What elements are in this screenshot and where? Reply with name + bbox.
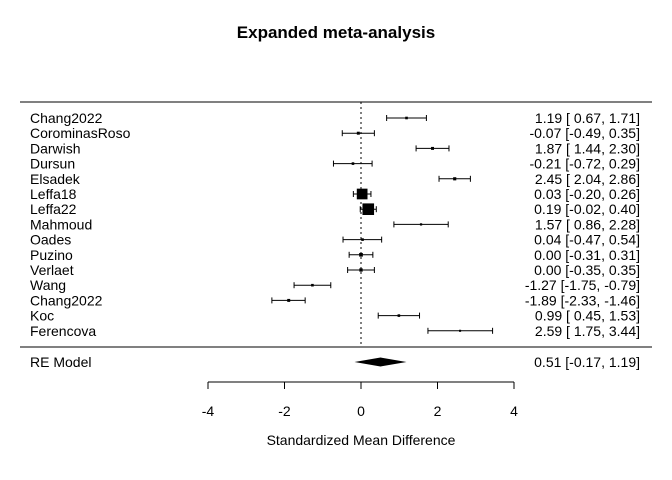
study-label: CorominasRoso — [30, 125, 131, 141]
study-label: Dursun — [30, 156, 75, 172]
study-ci-text: 1.87 [ 1.44, 2.30] — [535, 140, 640, 156]
study-point — [311, 283, 314, 287]
x-axis: -4 -2 0 2 4 — [202, 381, 518, 419]
study-rows: Chang2022 1.19 [ 0.67, 1.71]CorominasRoso… — [30, 110, 640, 339]
study-ci-text: -1.89 [-2.33, -1.46] — [525, 292, 640, 308]
study-label: Oades — [30, 232, 71, 248]
study-point — [287, 298, 291, 302]
study-ci-text: 0.00 [-0.31, 0.31] — [534, 247, 640, 263]
study-ci-text: 0.03 [-0.20, 0.26] — [534, 186, 640, 202]
study-ci-text: 0.19 [-0.02, 0.40] — [534, 201, 640, 217]
summary-diamond — [354, 357, 407, 367]
study-ci-text: 1.57 [ 0.86, 2.28] — [535, 216, 640, 232]
study-label: Elsadek — [30, 171, 81, 187]
study-ci-text: -0.21 [-0.72, 0.29] — [529, 156, 640, 172]
study-point — [459, 329, 462, 332]
study-row: Elsadek 2.45 [ 2.04, 2.86] — [30, 171, 640, 187]
study-row: Chang2022 1.19 [ 0.67, 1.71] — [30, 110, 640, 126]
study-label: Leffa18 — [30, 186, 77, 202]
study-label: Verlaet — [30, 262, 74, 278]
x-tick-label: -2 — [278, 403, 291, 419]
study-label: Puzino — [30, 247, 73, 263]
study-row: CorominasRoso -0.07 [-0.49, 0.35] — [30, 125, 640, 141]
study-row: Verlaet 0.00 [-0.35, 0.35] — [30, 262, 640, 278]
study-row: Dursun -0.21 [-0.72, 0.29] — [30, 156, 640, 172]
study-ci-text: 1.19 [ 0.67, 1.71] — [535, 110, 640, 126]
study-row: Puzino 0.00 [-0.31, 0.31] — [30, 247, 640, 263]
study-point — [453, 177, 457, 181]
study-row: Chang2022 -1.89 [-2.33, -1.46] — [30, 292, 640, 308]
summary-row: RE Model 0.51 [-0.17, 1.19] — [30, 354, 640, 370]
x-tick-label: 0 — [357, 403, 365, 419]
study-row: Wang -1.27 [-1.75, -0.79] — [30, 277, 640, 293]
chart-title: Expanded meta-analysis — [237, 23, 435, 42]
x-tick-label: 2 — [434, 403, 442, 419]
study-ci-text: 0.99 [ 0.45, 1.53] — [535, 308, 640, 324]
study-point — [397, 314, 401, 317]
study-ci-text: -0.07 [-0.49, 0.35] — [529, 125, 640, 141]
study-label: Chang2022 — [30, 292, 103, 308]
study-label: Ferencova — [30, 323, 96, 339]
study-row: Leffa22 0.19 [-0.02, 0.40] — [30, 201, 640, 217]
study-point — [359, 268, 363, 272]
study-point — [419, 223, 423, 226]
study-label: Leffa22 — [30, 201, 77, 217]
study-row: Ferencova 2.59 [ 1.75, 3.44] — [30, 323, 640, 339]
study-label: Koc — [30, 308, 54, 324]
study-ci-text: 2.59 [ 1.75, 3.44] — [535, 323, 640, 339]
x-axis-title: Standardized Mean Difference — [267, 432, 456, 448]
study-row: Darwish 1.87 [ 1.44, 2.30] — [30, 140, 640, 156]
study-ci-text: 0.00 [-0.35, 0.35] — [534, 262, 640, 278]
study-row: Mahmoud 1.57 [ 0.86, 2.28] — [30, 216, 640, 232]
study-ci-text: 0.04 [-0.47, 0.54] — [534, 232, 640, 248]
summary-ci-text: 0.51 [-0.17, 1.19] — [534, 354, 640, 370]
study-label: Mahmoud — [30, 216, 92, 232]
study-point — [351, 162, 355, 165]
study-ci-text: -1.27 [-1.75, -0.79] — [525, 277, 640, 293]
study-label: Wang — [30, 277, 66, 293]
study-row: Koc 0.99 [ 0.45, 1.53] — [30, 308, 640, 324]
study-row: Leffa18 0.03 [-0.20, 0.26] — [30, 186, 640, 202]
x-tick-label: -4 — [202, 403, 215, 419]
summary-label: RE Model — [30, 354, 91, 370]
study-ci-text: 2.45 [ 2.04, 2.86] — [535, 171, 640, 187]
study-point — [361, 238, 364, 241]
study-point — [431, 146, 435, 150]
study-point — [356, 188, 368, 200]
study-label: Chang2022 — [30, 110, 103, 126]
study-row: Oades 0.04 [-0.47, 0.54] — [30, 232, 640, 248]
study-point — [405, 116, 408, 120]
study-point — [362, 203, 375, 215]
study-point — [356, 131, 360, 135]
x-tick-label: 4 — [510, 403, 518, 419]
study-point — [359, 252, 363, 257]
study-label: Darwish — [30, 140, 81, 156]
